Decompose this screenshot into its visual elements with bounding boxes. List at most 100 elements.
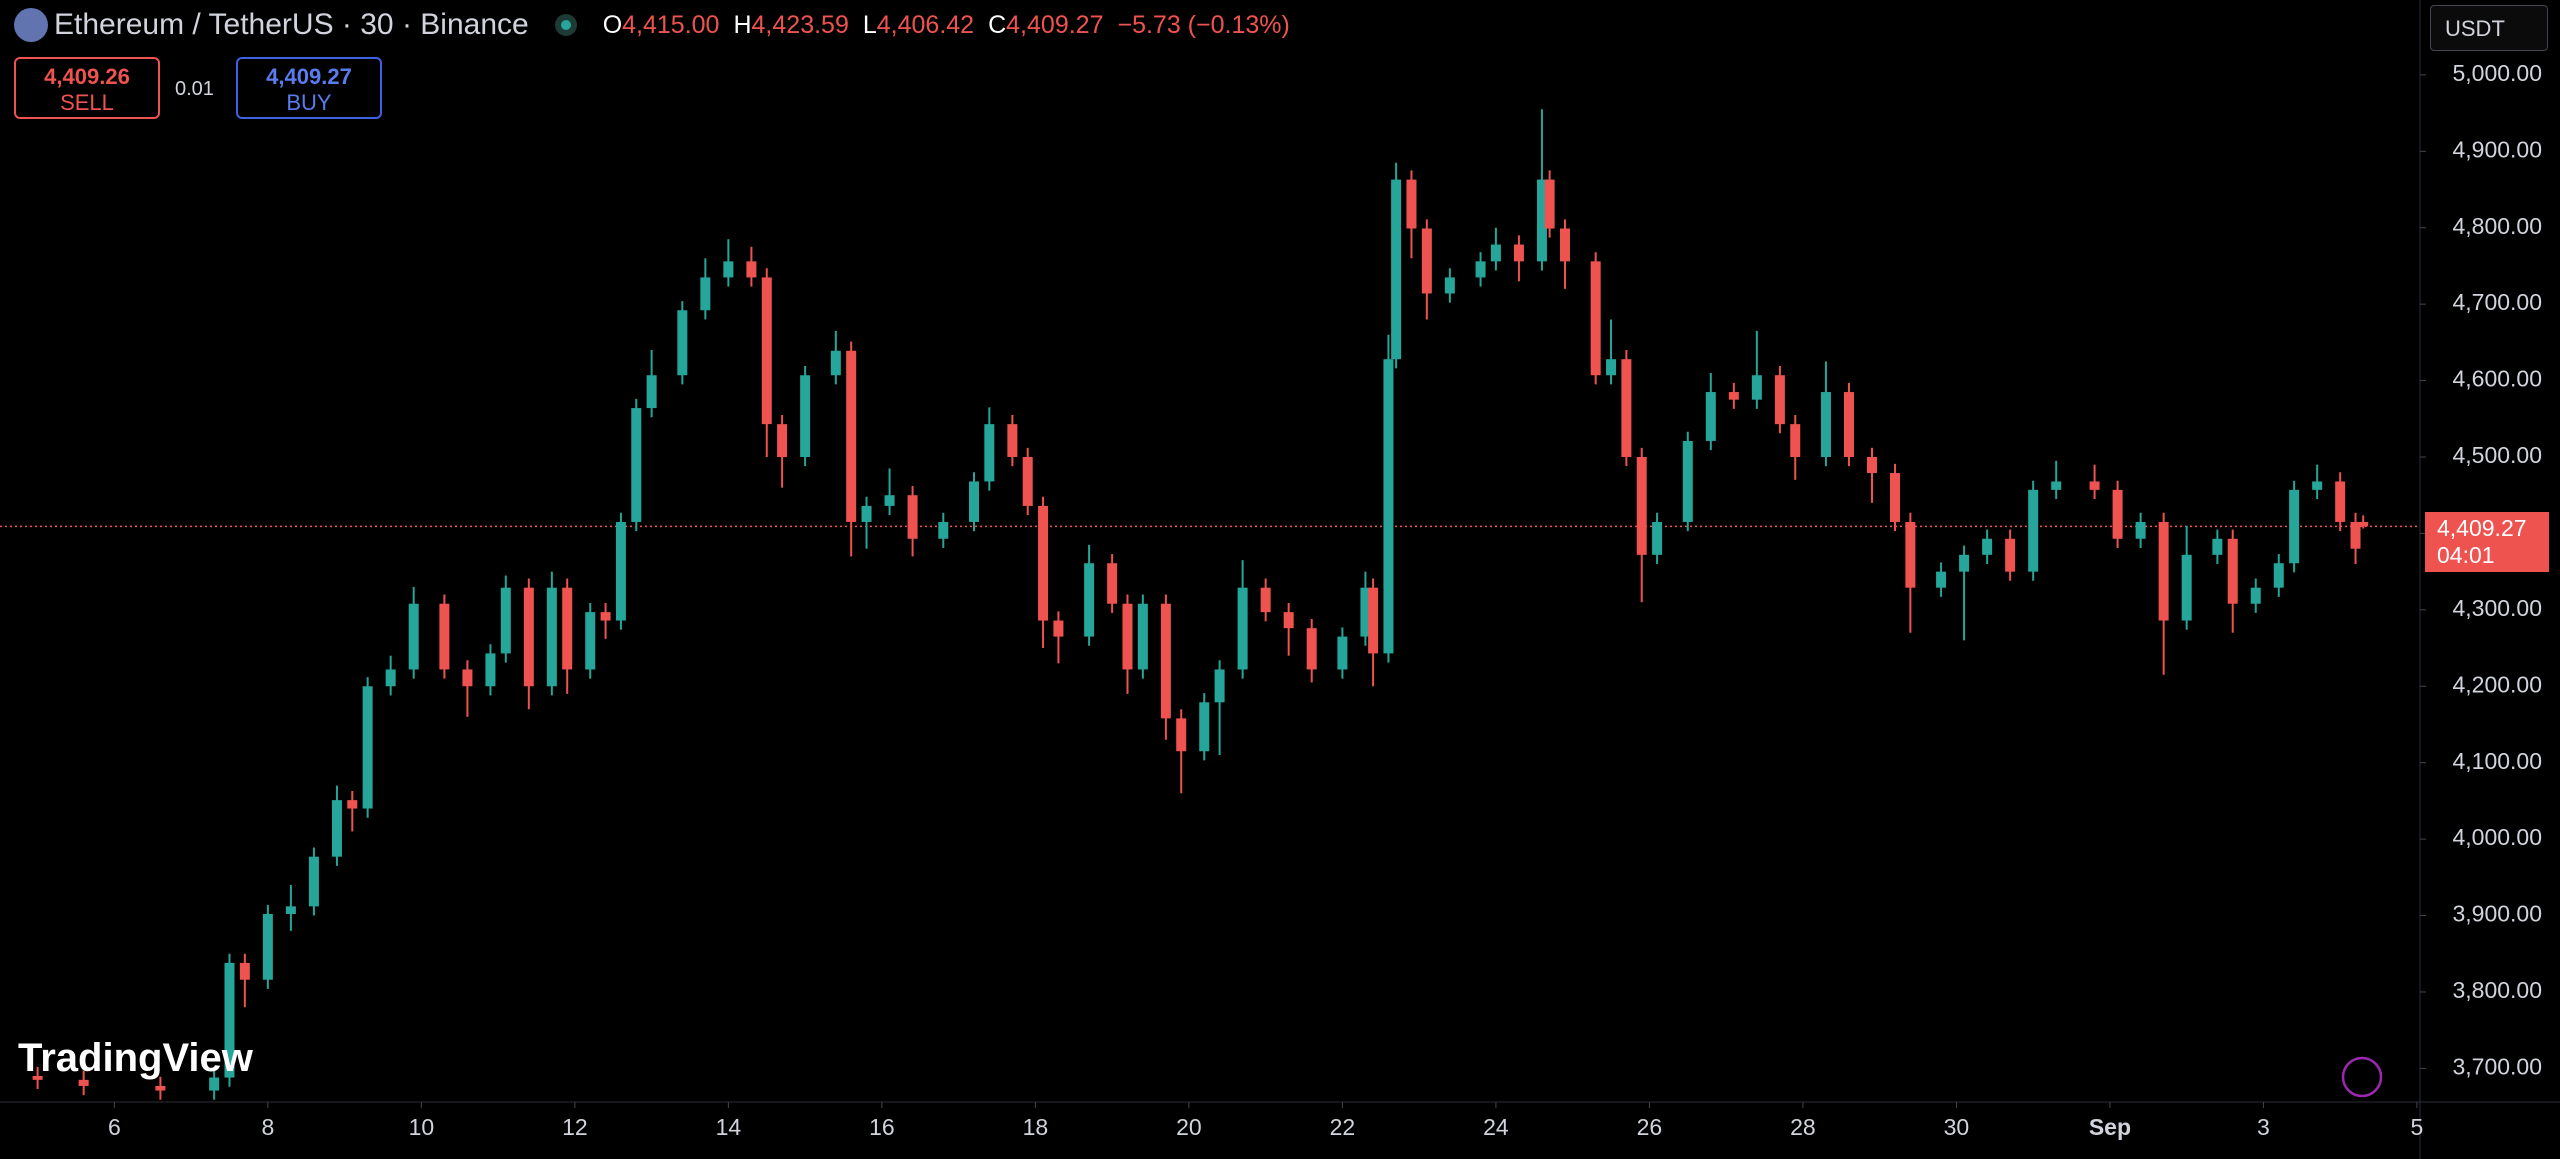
- last-price-tag: 4,409.27 04:01: [2425, 512, 2549, 572]
- currency-select[interactable]: USDT: [2430, 5, 2548, 51]
- candle-body: [562, 587, 573, 670]
- last-price-label: 4,409.27: [2437, 515, 2527, 541]
- sell-label: SELL: [60, 90, 114, 115]
- candle-body: [677, 310, 688, 376]
- candle-body: [1360, 587, 1371, 637]
- candle-body: [2289, 489, 2300, 564]
- buy-price: 4,409.27: [266, 64, 352, 89]
- candle-body: [500, 587, 511, 654]
- candle-body: [884, 495, 895, 506]
- candle-body: [1636, 457, 1647, 555]
- candle-body: [1160, 603, 1171, 719]
- market-status: [554, 14, 577, 36]
- candle-body: [1559, 228, 1570, 262]
- candle-body: [523, 587, 534, 687]
- candle-body: [1682, 440, 1693, 522]
- candle-body: [1391, 179, 1402, 360]
- candle-body: [1866, 457, 1877, 474]
- candle-body: [1621, 359, 1632, 458]
- candle-body: [1421, 228, 1432, 294]
- y-tick-label: 4,000.00: [2452, 824, 2542, 850]
- sell-button[interactable]: 4,409.26 SELL: [14, 57, 160, 119]
- candle-body: [1038, 505, 1049, 621]
- candle-body: [1199, 702, 1210, 752]
- x-tick-label: 22: [1330, 1114, 1356, 1140]
- candle-body: [1176, 718, 1187, 752]
- candle-body: [1137, 603, 1148, 670]
- candle-body: [2350, 521, 2361, 549]
- candle-body: [1536, 179, 1547, 262]
- candle-body: [239, 962, 250, 980]
- candle-body: [1544, 179, 1555, 229]
- candle-body: [1982, 538, 1993, 555]
- candle-body: [439, 603, 450, 670]
- candle-body: [861, 505, 872, 522]
- alerts-icon[interactable]: [2341, 1056, 2383, 1098]
- logo-text: TradingView: [18, 1036, 253, 1080]
- currency-label: USDT: [2445, 16, 2505, 41]
- candle-body: [32, 1076, 43, 1080]
- candle-body: [1107, 563, 1118, 604]
- symbol-icon: [14, 8, 48, 42]
- candle-body: [155, 1085, 166, 1091]
- candle-body: [2051, 481, 2062, 490]
- buy-button[interactable]: 4,409.27 BUY: [236, 57, 382, 119]
- candle-body: [1383, 359, 1394, 654]
- x-tick-label: 24: [1483, 1114, 1509, 1140]
- candle-body: [1905, 521, 1916, 588]
- y-tick-label: 4,300.00: [2452, 595, 2542, 621]
- x-tick-label: 6: [108, 1114, 121, 1140]
- candle-body: [2335, 481, 2346, 522]
- y-tick-label: 3,900.00: [2452, 901, 2542, 927]
- y-tick-label: 4,500.00: [2452, 442, 2542, 468]
- candle-body: [385, 669, 396, 687]
- candle-body: [546, 587, 557, 687]
- candle-body: [78, 1079, 89, 1086]
- x-tick-label: 26: [1637, 1114, 1663, 1140]
- high-letter: H: [733, 10, 752, 39]
- close-value: 4,409.27: [1006, 10, 1104, 39]
- y-tick-label: 4,900.00: [2452, 136, 2542, 162]
- candle-body: [777, 424, 788, 458]
- candle-body: [800, 375, 811, 458]
- candle-body: [907, 495, 918, 539]
- candle-body: [1406, 179, 1417, 229]
- candle-body: [700, 277, 711, 311]
- ohlc-high: H4,423.59: [733, 11, 848, 40]
- candle-body: [646, 375, 657, 409]
- candle-body: [2358, 521, 2369, 527]
- x-tick-label: Sep: [2089, 1114, 2131, 1140]
- x-tick-label: 5: [2411, 1114, 2424, 1140]
- ohlc-close: C4,409.27: [988, 11, 1103, 40]
- x-tick-label: 8: [261, 1114, 274, 1140]
- candle-body: [308, 856, 319, 907]
- change-value: −5.73 (−0.13%): [1117, 10, 1290, 39]
- countdown: 04:01: [2437, 542, 2495, 568]
- y-tick-label: 4,800.00: [2452, 213, 2542, 239]
- candle-body: [331, 800, 342, 857]
- candle-body: [462, 669, 473, 687]
- tradingview-logo[interactable]: TradingView: [18, 1036, 253, 1081]
- candle-body: [2312, 481, 2323, 490]
- x-tick-label: 10: [409, 1114, 435, 1140]
- candle-body: [846, 350, 857, 522]
- candle-body: [2250, 587, 2261, 604]
- candle-body: [224, 962, 235, 1078]
- candle-body: [1820, 392, 1831, 458]
- candle-body: [1590, 261, 1601, 376]
- ohlc-open: O4,415.00: [603, 11, 720, 40]
- x-tick-label: 30: [1944, 1114, 1970, 1140]
- quantity: 0.01: [175, 78, 214, 100]
- candle-body: [746, 261, 757, 278]
- symbol-title[interactable]: Ethereum / TetherUS · 30 · Binance: [54, 8, 529, 41]
- y-tick-label: 4,700.00: [2452, 289, 2542, 315]
- x-tick-label: 20: [1176, 1114, 1202, 1140]
- buy-label: BUY: [286, 90, 332, 115]
- x-tick-label: 28: [1790, 1114, 1816, 1140]
- candle-body: [1053, 620, 1064, 637]
- candle-body: [347, 800, 358, 809]
- candle-body: [938, 521, 949, 539]
- candle-body: [1790, 424, 1801, 458]
